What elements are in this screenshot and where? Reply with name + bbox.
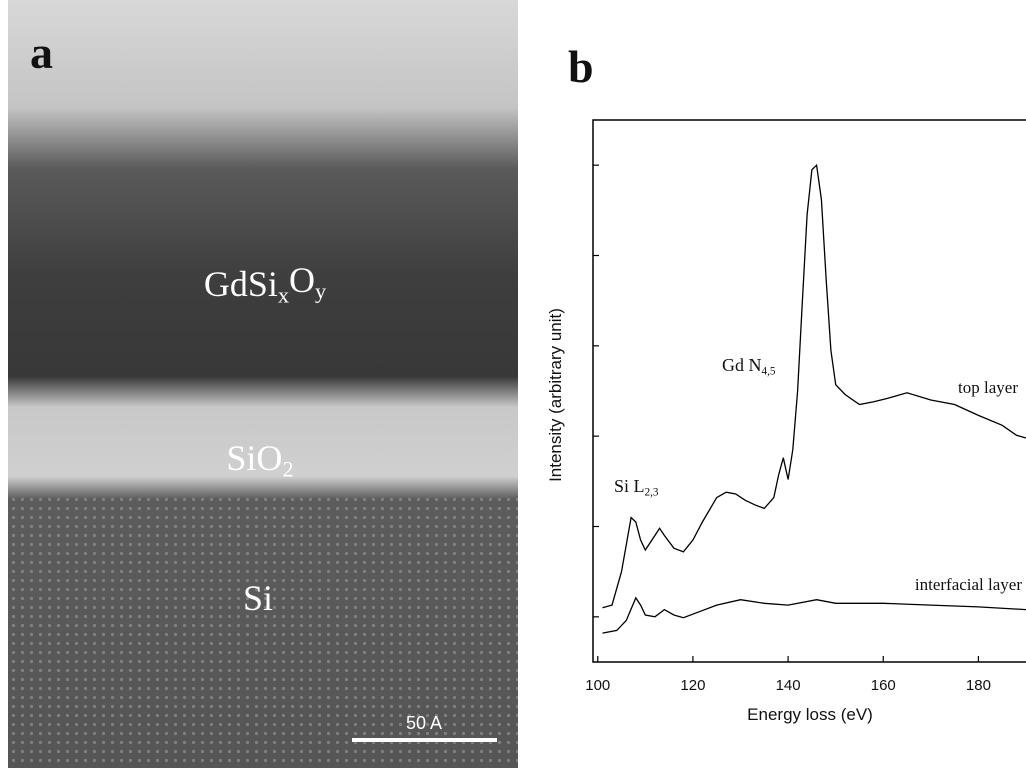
layer-label: GdSixOy — [204, 260, 327, 308]
subscript: 2,3 — [645, 486, 659, 498]
x-tick-label: 100 — [585, 677, 610, 694]
spectrum-line — [602, 163, 1026, 609]
text-part: Si — [243, 578, 273, 618]
text-part: O — [289, 260, 315, 300]
x-tick-label: 180 — [966, 677, 991, 694]
text-part: Gd N — [722, 355, 762, 375]
layer-label: SiO2 — [226, 438, 293, 482]
subscript: y — [315, 279, 327, 304]
subscript: 4,5 — [762, 365, 776, 377]
series-label: interfacial layer — [915, 575, 1022, 594]
subscript: 2 — [282, 457, 293, 482]
series-label: top layer — [958, 378, 1018, 397]
panel-label: b — [568, 41, 594, 92]
subscript: x — [278, 283, 289, 308]
scale-bar-label: 50 A — [406, 713, 442, 733]
x-axis-label: Energy loss (eV) — [747, 705, 873, 724]
x-tick-label: 160 — [871, 677, 896, 694]
x-tick-label: 120 — [680, 677, 705, 694]
annotation: Si L2,3 — [614, 476, 659, 498]
text-part: Si L — [614, 476, 645, 496]
x-tick-label: 140 — [776, 677, 801, 694]
text-part: SiO — [226, 438, 282, 478]
lattice-texture — [8, 492, 518, 768]
spectrum-line — [602, 596, 1026, 634]
layer-label: Si — [243, 578, 273, 618]
axis-frame — [592, 119, 1026, 663]
layer-labels: GdSixOy SiO2 Si — [204, 260, 327, 618]
y-axis-label: Intensity (arbitrary unit) — [546, 308, 565, 482]
annotation: Gd N4,5 — [722, 355, 776, 377]
text-part: GdSi — [204, 264, 278, 304]
panel-label: a — [30, 27, 53, 78]
